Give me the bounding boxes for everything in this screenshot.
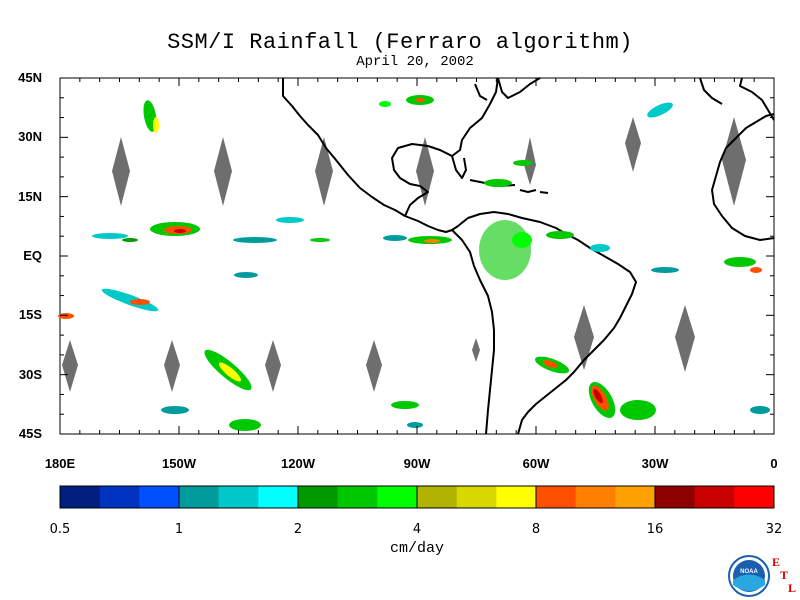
colorbar-swatch bbox=[694, 486, 735, 508]
map-title: SSM/I Rainfall (Ferraro algorithm) bbox=[167, 30, 633, 55]
colorbar-label: 1 bbox=[174, 522, 184, 537]
colorbar-swatch bbox=[417, 486, 458, 508]
etl-letter-t: T bbox=[780, 568, 789, 582]
colorbar-swatch bbox=[337, 486, 378, 508]
colorbar-swatch bbox=[456, 486, 497, 508]
etl-letter-l: L bbox=[788, 581, 797, 595]
map-frame bbox=[59, 77, 775, 435]
colorbar-units: cm/day bbox=[389, 540, 444, 557]
svg-text:NOAA: NOAA bbox=[740, 569, 758, 575]
axis-ticks bbox=[59, 77, 775, 435]
latitude-label-15n: 15N bbox=[18, 188, 42, 204]
etl-letter-e: E bbox=[772, 555, 781, 569]
colorbar-swatch bbox=[575, 486, 616, 508]
colorbar-swatch bbox=[298, 486, 339, 508]
colorbar-swatch bbox=[655, 486, 696, 508]
latitude-label-30n: 30N bbox=[18, 129, 42, 145]
colorbar-label: 8 bbox=[531, 522, 541, 537]
colorbar-swatch bbox=[258, 486, 299, 508]
latitude-label-30s: 30S bbox=[18, 366, 42, 382]
colorbar-swatch bbox=[218, 486, 259, 508]
noaa-logo: NOAA bbox=[728, 555, 770, 597]
latitude-label-45n: 45N bbox=[18, 70, 42, 85]
colorbar-label: 4 bbox=[412, 522, 422, 537]
longitude-label-90w: 90W bbox=[403, 456, 431, 471]
colorbar-label: 0.5 bbox=[49, 522, 71, 537]
longitude-label-0: 0 bbox=[770, 456, 778, 471]
colorbar-swatch bbox=[60, 486, 101, 508]
map-date: April 20, 2002 bbox=[356, 54, 474, 70]
colorbar-swatch bbox=[536, 486, 577, 508]
colorbar bbox=[59, 485, 775, 509]
coastlines bbox=[282, 77, 775, 435]
longitude-label-120w: 120W bbox=[281, 456, 315, 471]
colorbar-swatch bbox=[377, 486, 418, 508]
latitude-label-eq: EQ bbox=[23, 248, 42, 263]
swath-gaps bbox=[62, 117, 746, 392]
colorbar-swatch bbox=[179, 486, 220, 508]
colorbar-label: 16 bbox=[646, 522, 664, 537]
colorbar-label: 32 bbox=[765, 522, 783, 537]
colorbar-label: 2 bbox=[293, 522, 303, 537]
longitude-label-30w: 30W bbox=[641, 456, 669, 471]
longitude-label-150w: 150W bbox=[162, 456, 196, 471]
colorbar-swatch bbox=[139, 486, 180, 508]
latitude-label-15s: 15S bbox=[18, 307, 42, 323]
rain-cells bbox=[58, 95, 770, 431]
colorbar-swatch bbox=[615, 486, 656, 508]
latitude-label-45s: 45S bbox=[18, 426, 42, 441]
longitude-label-60w: 60W bbox=[522, 456, 550, 471]
colorbar-swatch bbox=[99, 486, 140, 508]
colorbar-swatch bbox=[496, 486, 537, 508]
longitude-label-180e: 180E bbox=[44, 456, 76, 471]
colorbar-swatch bbox=[734, 486, 775, 508]
